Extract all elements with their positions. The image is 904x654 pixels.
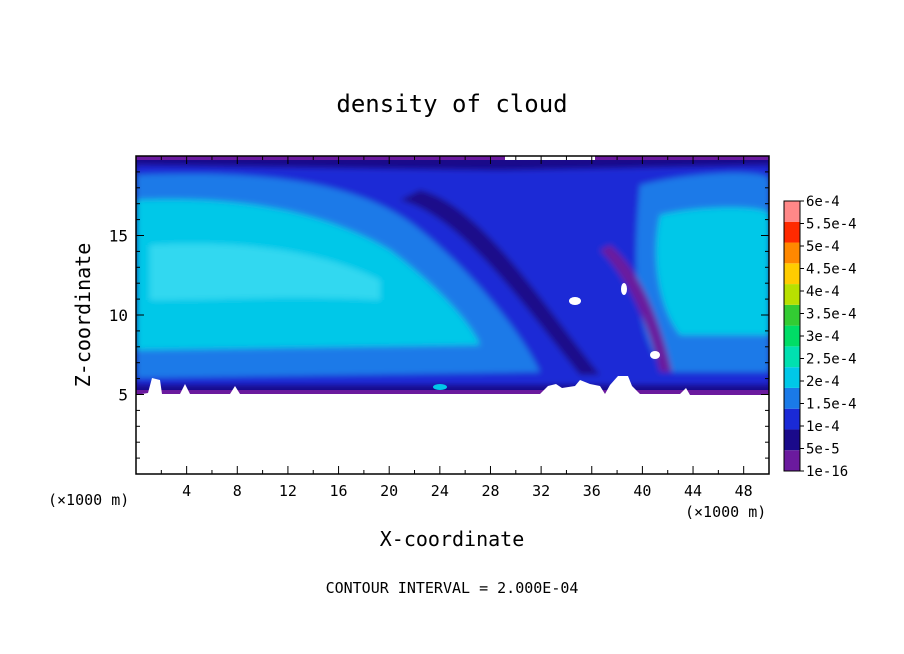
chart-title: density of cloud [336, 90, 567, 118]
cloud-right-streak [600, 245, 672, 372]
contour-interval-note: CONTOUR INTERVAL = 2.000E-04 [326, 579, 579, 597]
colorbar-swatch [784, 429, 800, 451]
colorbar-label: 5e-4 [806, 239, 840, 255]
top-clear-patch [505, 156, 595, 160]
colorbar-label: 2e-4 [806, 374, 840, 390]
x-tick-label: 28 [481, 482, 499, 500]
y-tick-label: 10 [109, 306, 128, 325]
x-unit-left: (×1000 m) [48, 491, 129, 509]
cloud-core-right [656, 207, 769, 335]
colorbar-swatch [784, 450, 800, 471]
colorbar-swatch [784, 201, 800, 222]
x-tick-label: 24 [431, 482, 449, 500]
colorbar-label: 3e-4 [806, 329, 840, 345]
colorbar-swatch [784, 263, 800, 285]
cloud-dark-streak [400, 190, 600, 375]
x-tick-label: 16 [330, 482, 348, 500]
colorbar-label: 6e-4 [806, 194, 840, 210]
colorbar-swatch [784, 325, 800, 347]
local-max-spot [433, 384, 447, 390]
clear-hole-3 [650, 351, 660, 359]
colorbar-swatch [784, 387, 800, 409]
x-tick-label: 8 [233, 482, 242, 500]
y-axis-label: Z-coordinate [71, 243, 95, 388]
clear-region [136, 376, 769, 474]
x-tick-label: 4 [182, 482, 191, 500]
clear-hole-1 [569, 297, 581, 305]
x-axis-label: X-coordinate [380, 527, 525, 551]
x-tick-label: 20 [380, 482, 398, 500]
x-tick-label: 48 [735, 482, 753, 500]
colorbar-swatch [784, 284, 800, 305]
colorbar-label: 1e-16 [806, 464, 848, 480]
y-tick-label: 5 [118, 386, 128, 405]
colorbar-label: 4.5e-4 [806, 262, 857, 278]
contour-field [136, 156, 769, 474]
x-tick-label: 44 [684, 482, 702, 500]
colorbar-label: 2.5e-4 [806, 352, 857, 368]
x-unit-right: (×1000 m) [685, 503, 766, 521]
cloud-central-cell [580, 290, 636, 370]
colorbar-label: 1e-4 [806, 419, 840, 435]
y-axis: 5 10 15 [109, 171, 769, 459]
colorbar: 1e-16 5e-5 1e-4 1.5e-4 2e-4 2.5e-4 3e-4 3.5e-4 4… [783, 194, 857, 480]
colorbar-swatch [784, 408, 800, 430]
colorbar-swatch [784, 346, 800, 368]
colorbar-swatch [784, 367, 800, 388]
colorbar-swatch [784, 304, 800, 326]
colorbar-swatch [784, 242, 800, 264]
x-axis: 4 8 12 16 20 24 28 32 36 40 44 48 [160, 156, 753, 500]
x-tick-label: 32 [532, 482, 550, 500]
colorbar-swatch [784, 221, 800, 243]
clear-hole-2 [621, 283, 627, 295]
colorbar-label: 5e-5 [806, 442, 840, 458]
x-tick-label: 12 [279, 482, 297, 500]
y-tick-label: 15 [109, 227, 128, 246]
colorbar-label: 3.5e-4 [806, 307, 857, 323]
x-tick-label: 36 [583, 482, 601, 500]
colorbar-label: 1.5e-4 [806, 397, 857, 413]
colorbar-label: 4e-4 [806, 284, 840, 300]
cloud-core-highlight [150, 243, 380, 300]
x-tick-label: 40 [633, 482, 651, 500]
colorbar-label: 5.5e-4 [806, 217, 857, 233]
